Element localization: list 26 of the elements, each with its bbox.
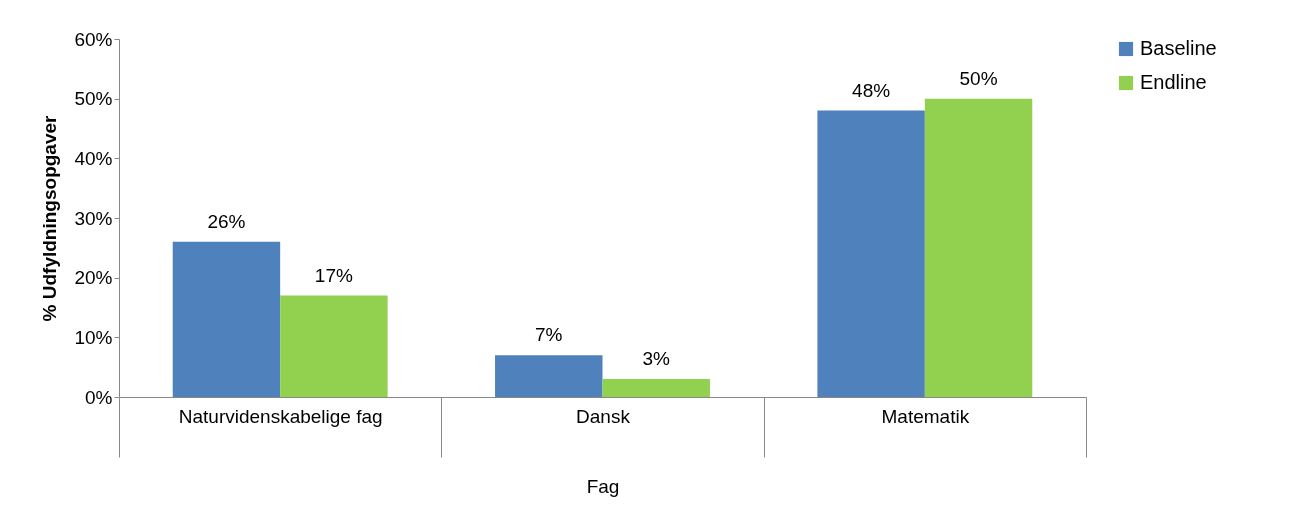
x-axis-title: Fag (586, 476, 620, 497)
bar (602, 379, 710, 397)
data-label: 50% (959, 67, 998, 89)
y-tick-label: 0% (85, 386, 113, 408)
y-tick-label: 30% (74, 207, 113, 229)
data-label: 3% (642, 348, 671, 370)
y-tick-label: 10% (74, 326, 113, 348)
legend-label: Baseline (1140, 37, 1217, 59)
bar (495, 355, 603, 397)
bar (172, 241, 281, 397)
y-tick-label: 40% (74, 147, 113, 169)
data-label: 7% (535, 324, 563, 346)
bar (924, 98, 1033, 397)
data-label: 17% (314, 264, 354, 286)
x-tick-label: Naturvidenskabelige fag (178, 405, 383, 427)
bar (817, 110, 925, 397)
bar (280, 295, 388, 397)
data-label: 26% (207, 210, 246, 232)
y-tick-label: 60% (74, 28, 113, 50)
y-tick-label: 50% (74, 88, 113, 110)
legend-label: Endline (1140, 71, 1207, 93)
data-label: 48% (852, 79, 891, 101)
x-tick-label: Dansk (576, 405, 631, 427)
y-axis-title: % Udfyldningsopgaver (39, 114, 61, 322)
x-tick-label: Matematik (881, 405, 970, 427)
y-tick-label: 20% (74, 267, 113, 289)
